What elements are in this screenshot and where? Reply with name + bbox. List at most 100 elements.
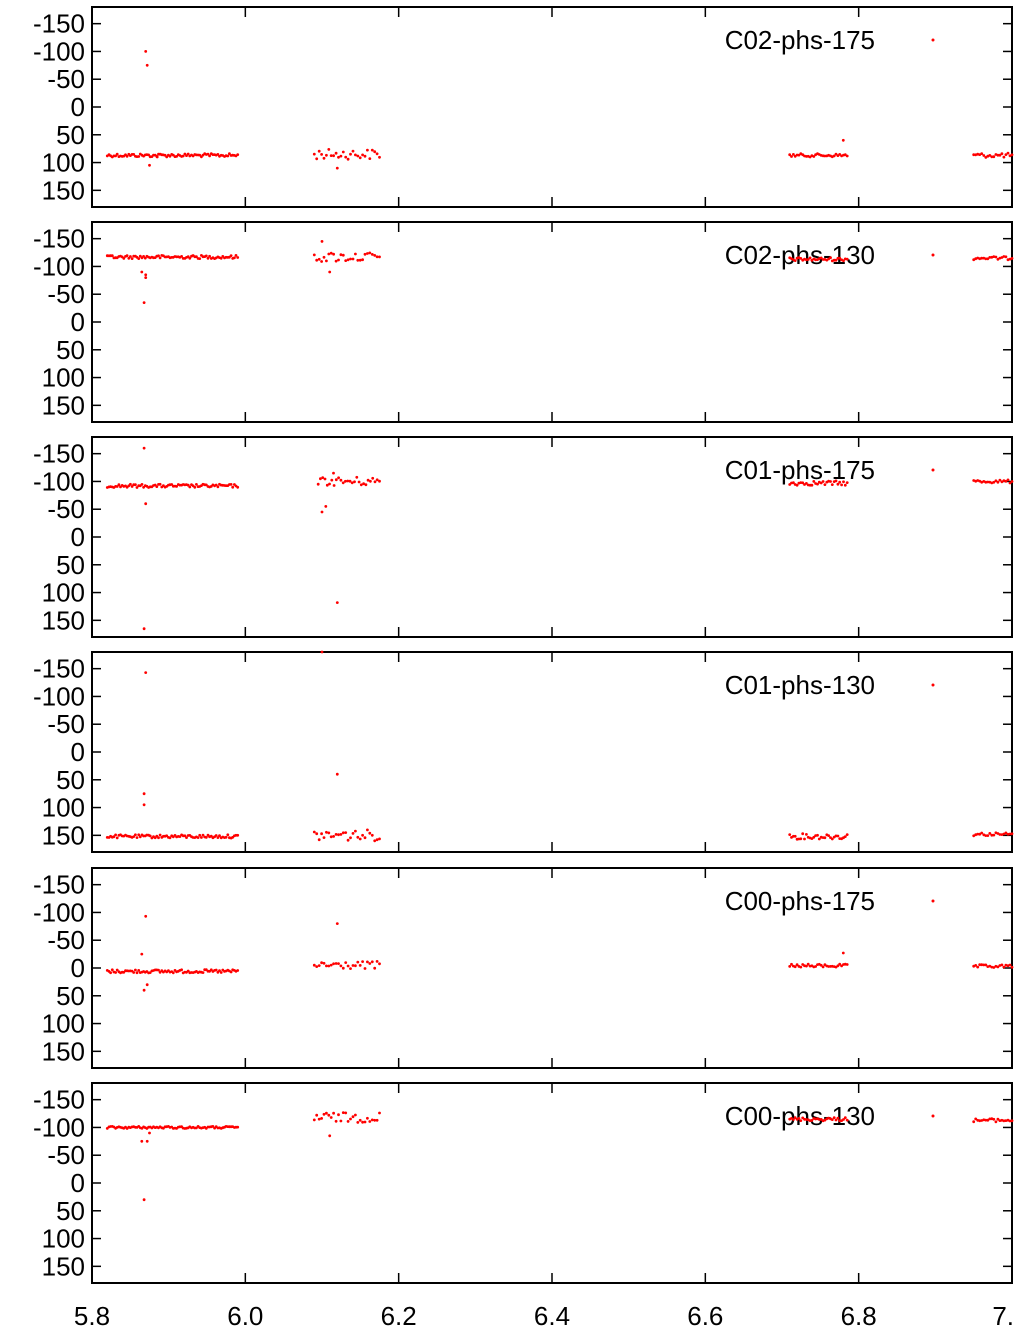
data-point bbox=[143, 256, 147, 260]
y-tick-label: 50 bbox=[56, 335, 85, 365]
y-tick-label: -150 bbox=[33, 870, 85, 900]
data-point bbox=[375, 960, 379, 963]
data-point bbox=[976, 832, 980, 836]
data-point bbox=[337, 258, 340, 262]
data-point bbox=[1006, 151, 1010, 155]
data-point bbox=[832, 1116, 836, 1119]
data-point bbox=[1004, 963, 1008, 967]
y-tick-label: 100 bbox=[42, 578, 85, 608]
data-point bbox=[334, 151, 338, 155]
data-point-outlier bbox=[140, 1139, 144, 1143]
data-point bbox=[312, 1118, 316, 1122]
data-point bbox=[201, 833, 205, 837]
data-point bbox=[351, 832, 355, 835]
data-point bbox=[229, 970, 233, 974]
data-point bbox=[332, 484, 336, 487]
data-point bbox=[114, 971, 117, 974]
y-tick-label: 150 bbox=[42, 175, 85, 205]
data-point bbox=[366, 148, 369, 152]
data-point bbox=[125, 254, 129, 258]
data-point bbox=[322, 255, 326, 259]
data-point bbox=[990, 155, 994, 159]
data-point bbox=[356, 258, 360, 262]
data-point bbox=[157, 254, 160, 258]
data-point bbox=[842, 1118, 845, 1121]
data-point bbox=[354, 1113, 357, 1117]
data-point bbox=[830, 837, 834, 841]
data-point bbox=[988, 154, 992, 157]
data-point bbox=[317, 964, 321, 967]
data-point bbox=[805, 833, 808, 836]
data-point bbox=[363, 836, 367, 840]
legend-marker bbox=[931, 683, 935, 687]
data-point bbox=[996, 153, 1000, 157]
data-point bbox=[840, 483, 843, 487]
data-point bbox=[322, 836, 326, 839]
data-point bbox=[354, 829, 357, 833]
data-point bbox=[351, 257, 355, 261]
data-point bbox=[206, 152, 210, 156]
y-tick-label: 0 bbox=[71, 737, 85, 767]
data-point bbox=[180, 255, 184, 258]
legend-marker bbox=[931, 38, 935, 42]
data-point bbox=[984, 257, 988, 261]
data-point bbox=[188, 256, 192, 260]
data-point bbox=[1000, 152, 1004, 156]
data-point bbox=[341, 831, 345, 835]
data-point bbox=[233, 256, 236, 260]
y-tick-label: -50 bbox=[47, 494, 85, 524]
data-point bbox=[793, 1116, 797, 1120]
data-point bbox=[323, 477, 327, 481]
data-point bbox=[838, 256, 842, 260]
data-point bbox=[155, 485, 159, 488]
data-point bbox=[368, 157, 372, 161]
data-point bbox=[361, 153, 364, 157]
data-point bbox=[224, 835, 228, 839]
data-point-outlier bbox=[335, 772, 339, 776]
data-point bbox=[122, 257, 126, 260]
data-point bbox=[332, 835, 335, 838]
data-point bbox=[992, 480, 996, 484]
data-point bbox=[378, 479, 381, 483]
data-point bbox=[1004, 153, 1008, 157]
y-tick-label: 100 bbox=[42, 793, 85, 823]
data-point bbox=[201, 971, 205, 974]
data-point bbox=[327, 148, 331, 151]
data-point bbox=[127, 256, 131, 260]
data-point bbox=[236, 485, 240, 489]
y-tick-label: 150 bbox=[42, 605, 85, 635]
data-point bbox=[341, 481, 345, 485]
data-point bbox=[998, 153, 1002, 157]
data-point bbox=[819, 481, 823, 485]
data-point bbox=[838, 153, 842, 156]
data-point bbox=[834, 1118, 838, 1122]
data-point bbox=[370, 960, 374, 964]
y-tick-label: 50 bbox=[56, 120, 85, 150]
data-point bbox=[788, 153, 792, 157]
y-tick-label: 50 bbox=[56, 765, 85, 795]
data-point bbox=[351, 1115, 355, 1119]
data-point bbox=[378, 155, 381, 159]
data-point bbox=[317, 149, 321, 153]
data-point bbox=[142, 255, 146, 258]
data-point bbox=[790, 962, 793, 966]
data-point bbox=[373, 1118, 377, 1122]
data-point bbox=[321, 476, 325, 479]
x-tick-label: 6.0 bbox=[227, 1301, 263, 1331]
data-point bbox=[823, 836, 827, 840]
data-point bbox=[339, 253, 343, 257]
data-point bbox=[351, 149, 355, 153]
x-tick-label: 7. bbox=[992, 1301, 1014, 1331]
y-tick-label: -50 bbox=[47, 64, 85, 94]
y-tick-label: 0 bbox=[71, 1168, 85, 1198]
data-point bbox=[320, 832, 323, 836]
data-point bbox=[364, 483, 368, 487]
data-point bbox=[992, 255, 996, 258]
y-tick-label: 50 bbox=[56, 550, 85, 580]
data-point bbox=[370, 253, 374, 256]
data-point bbox=[236, 833, 240, 837]
data-point bbox=[998, 478, 1002, 482]
data-point bbox=[990, 833, 994, 837]
data-point bbox=[790, 155, 793, 158]
data-point bbox=[378, 962, 381, 966]
